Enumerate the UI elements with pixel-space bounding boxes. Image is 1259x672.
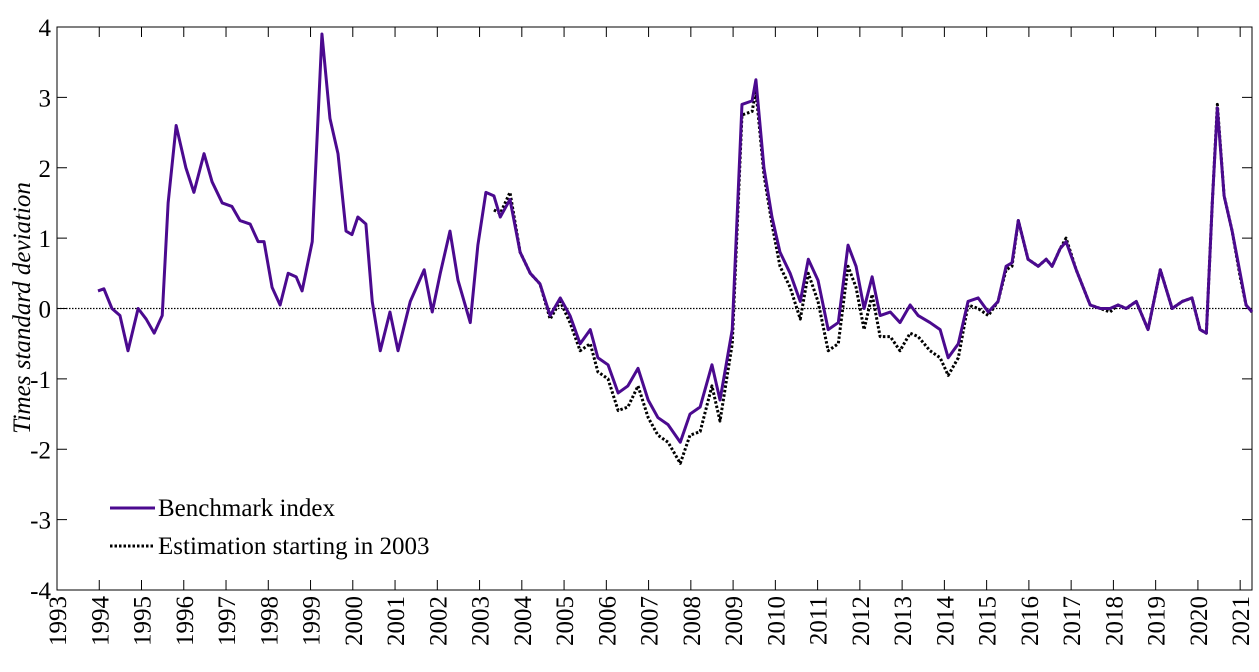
y-tick-label: 4 bbox=[39, 15, 52, 42]
x-tick-label: 1993 bbox=[45, 596, 72, 646]
y-tick-label: 3 bbox=[39, 85, 52, 112]
x-tick-label: 1997 bbox=[214, 596, 241, 646]
data-line bbox=[97, 32, 1254, 444]
y-tick-label: 2 bbox=[39, 156, 52, 183]
y-tick-label: 0 bbox=[39, 297, 52, 324]
x-tick-label: 2020 bbox=[1186, 596, 1213, 646]
x-tick-label: 2019 bbox=[1144, 596, 1171, 646]
x-tick-label: 2007 bbox=[637, 596, 664, 646]
x-tick-label: 2009 bbox=[721, 596, 748, 646]
x-tick-label: 2002 bbox=[425, 596, 452, 646]
x-tick-label: 2014 bbox=[932, 596, 959, 647]
x-tick-label: 2012 bbox=[848, 596, 875, 646]
legend-label: Estimation starting in 2003 bbox=[158, 533, 430, 560]
y-tick-label: 1 bbox=[39, 226, 52, 253]
x-tick-label: 1996 bbox=[172, 596, 199, 646]
x-tick-label: 2018 bbox=[1101, 596, 1128, 646]
y-tick-label: -1 bbox=[30, 367, 51, 394]
x-tick-label: 2013 bbox=[890, 596, 917, 646]
x-tick-label: 2008 bbox=[679, 596, 706, 646]
x-tick-label: 1995 bbox=[130, 596, 157, 646]
legend-label: Benchmark index bbox=[158, 495, 336, 522]
x-tick-label: 2010 bbox=[763, 596, 790, 646]
x-tick-label: 2015 bbox=[975, 596, 1002, 646]
y-tick-label: -2 bbox=[30, 437, 51, 464]
x-tick-label: 2001 bbox=[383, 596, 410, 646]
x-tick-label: 2011 bbox=[806, 596, 833, 645]
x-tick-label: 1998 bbox=[256, 596, 283, 646]
x-tick-label: 2017 bbox=[1059, 596, 1086, 646]
x-tick-label: 2021 bbox=[1228, 596, 1255, 646]
x-tick-label: 2006 bbox=[594, 596, 621, 646]
x-tick-label: 2016 bbox=[1017, 596, 1044, 646]
x-tick-label: 1994 bbox=[87, 596, 114, 647]
y-tick-label: -4 bbox=[30, 578, 51, 605]
x-tick-label: 2004 bbox=[510, 596, 537, 647]
y-tick-label: -3 bbox=[30, 508, 51, 535]
x-tick-label: 2003 bbox=[468, 596, 495, 646]
x-tick-label: 2005 bbox=[552, 596, 579, 646]
x-tick-label: 2000 bbox=[341, 596, 368, 646]
x-tick-label: 1999 bbox=[299, 596, 326, 646]
y-axis-label: Times standard deviation bbox=[9, 182, 36, 434]
